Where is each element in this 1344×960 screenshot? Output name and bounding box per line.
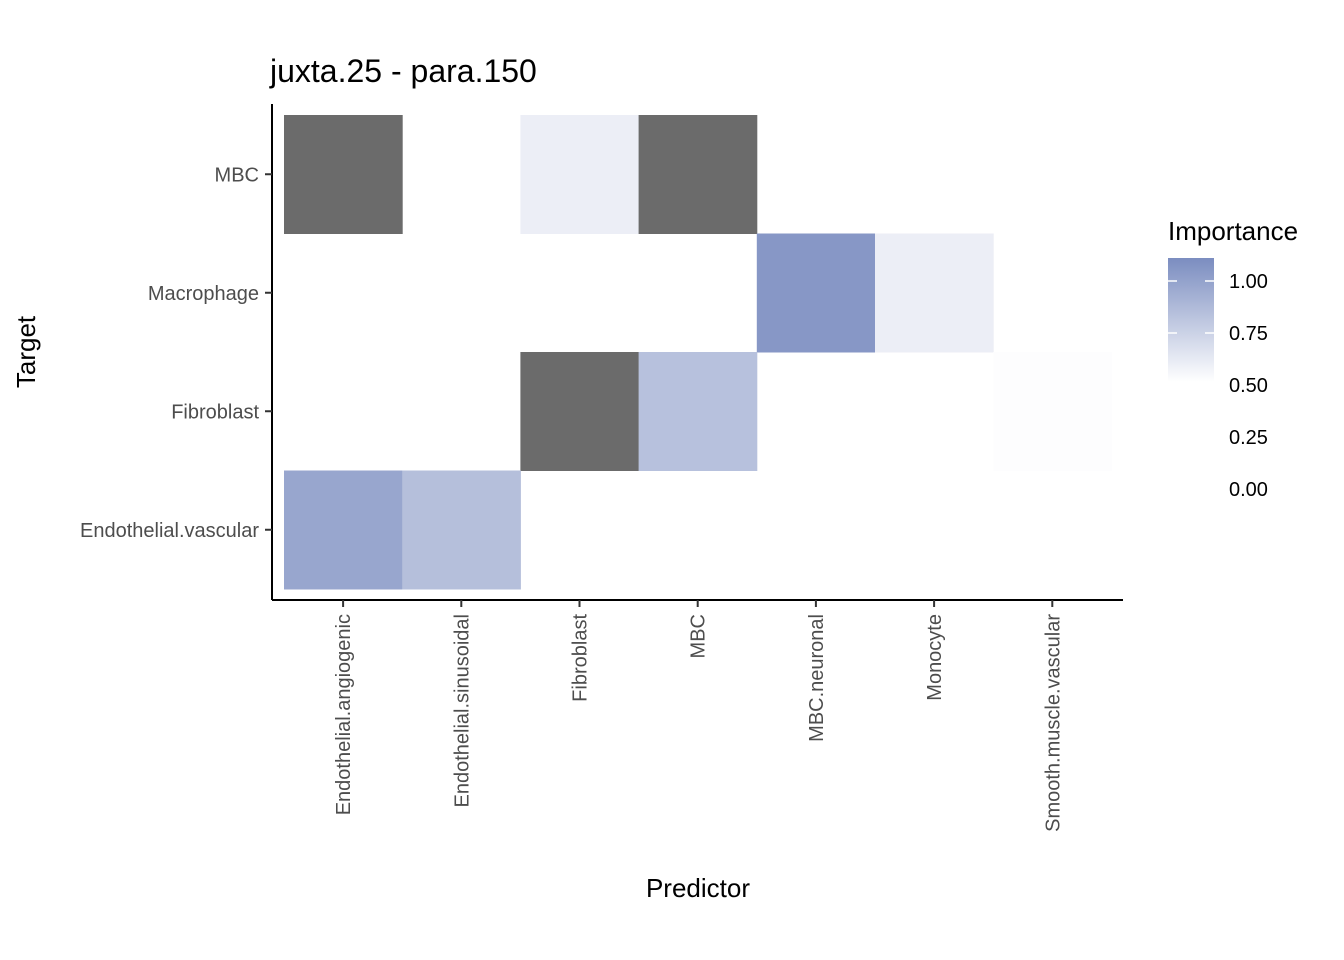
heatmap-cell: [284, 470, 403, 590]
legend-color-bar: [1168, 258, 1214, 382]
y-tick-label: Fibroblast: [171, 401, 259, 423]
x-tick-label: Fibroblast: [570, 614, 592, 702]
heatmap-cell: [638, 352, 758, 471]
y-tick-label: Macrophage: [148, 283, 259, 305]
y-axis-ticks: Endothelial.vascular Fibroblast Macrophage…: [80, 164, 272, 542]
y-tick-label: Endothelial.vascular: [80, 520, 259, 542]
heatmap-cell: [284, 115, 403, 234]
legend: Importance 1.00 0.75 0.50 0.25 0.00: [1168, 216, 1298, 501]
x-tick-label: MBC: [688, 614, 710, 658]
legend-tick-label: 0.00: [1229, 479, 1268, 501]
x-tick-label: MBC.neuronal: [806, 614, 828, 742]
legend-tick-label: 0.25: [1229, 427, 1268, 449]
x-tick-label: Smooth.muscle.vascular: [1042, 614, 1064, 832]
chart-title: juxta.25 - para.150: [269, 53, 537, 89]
x-tick-label: Monocyte: [924, 614, 946, 701]
x-tick-label: Endothelial.sinusoidal: [451, 614, 473, 807]
legend-title: Importance: [1168, 216, 1298, 246]
heatmap-cell: [875, 233, 994, 353]
heatmap-cells: [284, 115, 1112, 590]
heatmap-cell: [756, 233, 876, 353]
legend-tick-label: 0.50: [1229, 375, 1268, 397]
y-axis-title: Target: [11, 315, 41, 388]
heatmap-cell: [520, 115, 640, 234]
heatmap-cell: [638, 115, 758, 234]
heatmap-cell: [520, 352, 640, 471]
x-tick-label: Endothelial.angiogenic: [333, 614, 355, 815]
y-tick-label: MBC: [215, 164, 259, 186]
legend-ticks: 1.00 0.75 0.50 0.25 0.00: [1168, 271, 1268, 501]
legend-tick-label: 1.00: [1229, 271, 1268, 293]
heatmap-cell: [402, 470, 521, 590]
legend-tick-label: 0.75: [1229, 323, 1268, 345]
heatmap-cell: [993, 352, 1112, 471]
x-axis-title: Predictor: [646, 873, 750, 903]
x-axis-ticks: Endothelial.angiogenic Endothelial.sinuso…: [333, 600, 1064, 832]
